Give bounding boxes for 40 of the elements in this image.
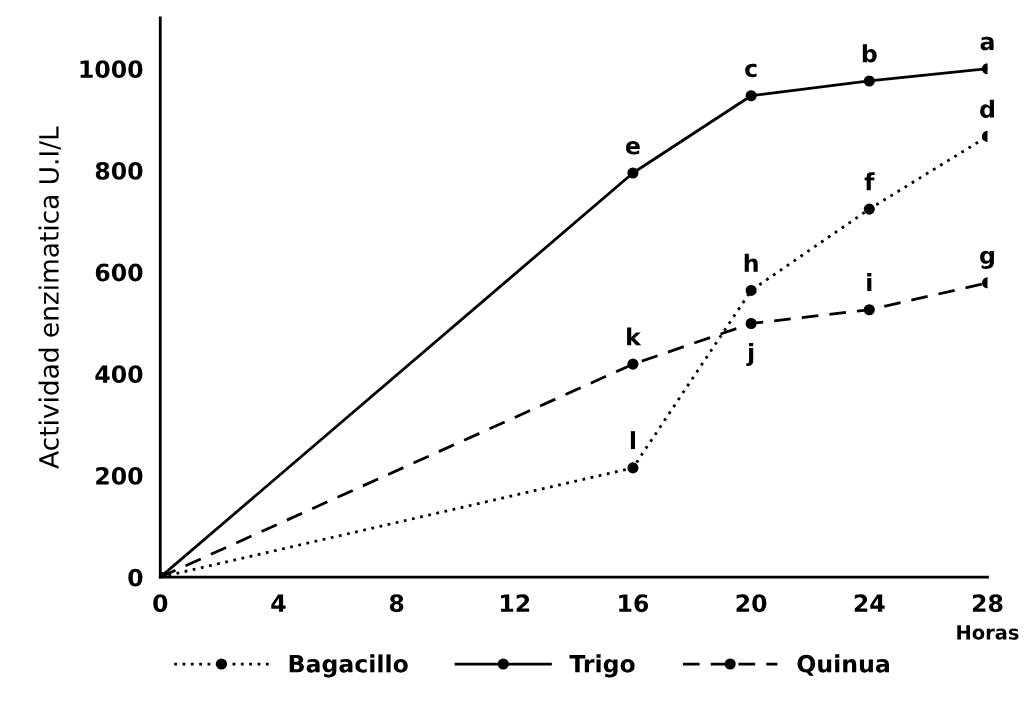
legend-label: Trigo	[569, 654, 635, 678]
point	[863, 75, 875, 87]
point	[745, 284, 757, 296]
point	[627, 167, 639, 179]
x-tick-label: 12	[501, 594, 530, 612]
y-tick-label: 200	[96, 466, 143, 485]
x-tick-label: 4	[271, 594, 286, 612]
point	[745, 90, 757, 102]
x-tick-label: 20	[736, 594, 767, 613]
y-tick-label: 0	[128, 568, 143, 587]
point	[745, 317, 757, 330]
y-tick-label: 600	[95, 263, 143, 282]
x-tick-label: 16	[619, 594, 649, 613]
point	[627, 358, 639, 370]
annotation: g	[980, 250, 994, 269]
x-tick-label: 0	[153, 594, 168, 613]
annotation: c	[745, 63, 757, 78]
y-tick-label: 400	[95, 365, 143, 384]
annotation: l	[630, 431, 636, 450]
legend-label: Quinua	[797, 654, 889, 676]
annotation: d	[980, 99, 994, 118]
point	[627, 462, 639, 474]
annotation: h	[744, 253, 758, 272]
legend-label: Bagacillo	[289, 654, 408, 678]
x-tick-label: 24	[854, 594, 885, 612]
annotation: e	[625, 140, 640, 155]
x-tick-label: 8	[389, 594, 404, 613]
y-tick-label: 1000	[80, 60, 143, 79]
y-axis-title: Actividad enzimatica U.I/L	[38, 126, 61, 469]
annotation: a	[980, 36, 994, 51]
point	[863, 203, 875, 215]
annotation: k	[627, 327, 642, 346]
point	[863, 304, 875, 316]
x-tick-label: 28	[972, 594, 1003, 613]
annotation: j	[746, 342, 754, 366]
y-tick-label: 800	[95, 161, 143, 180]
annotation: i	[867, 273, 872, 291]
annotation: f	[864, 172, 875, 191]
x-axis-title: Horas	[957, 625, 1019, 640]
annotation: b	[862, 44, 877, 63]
